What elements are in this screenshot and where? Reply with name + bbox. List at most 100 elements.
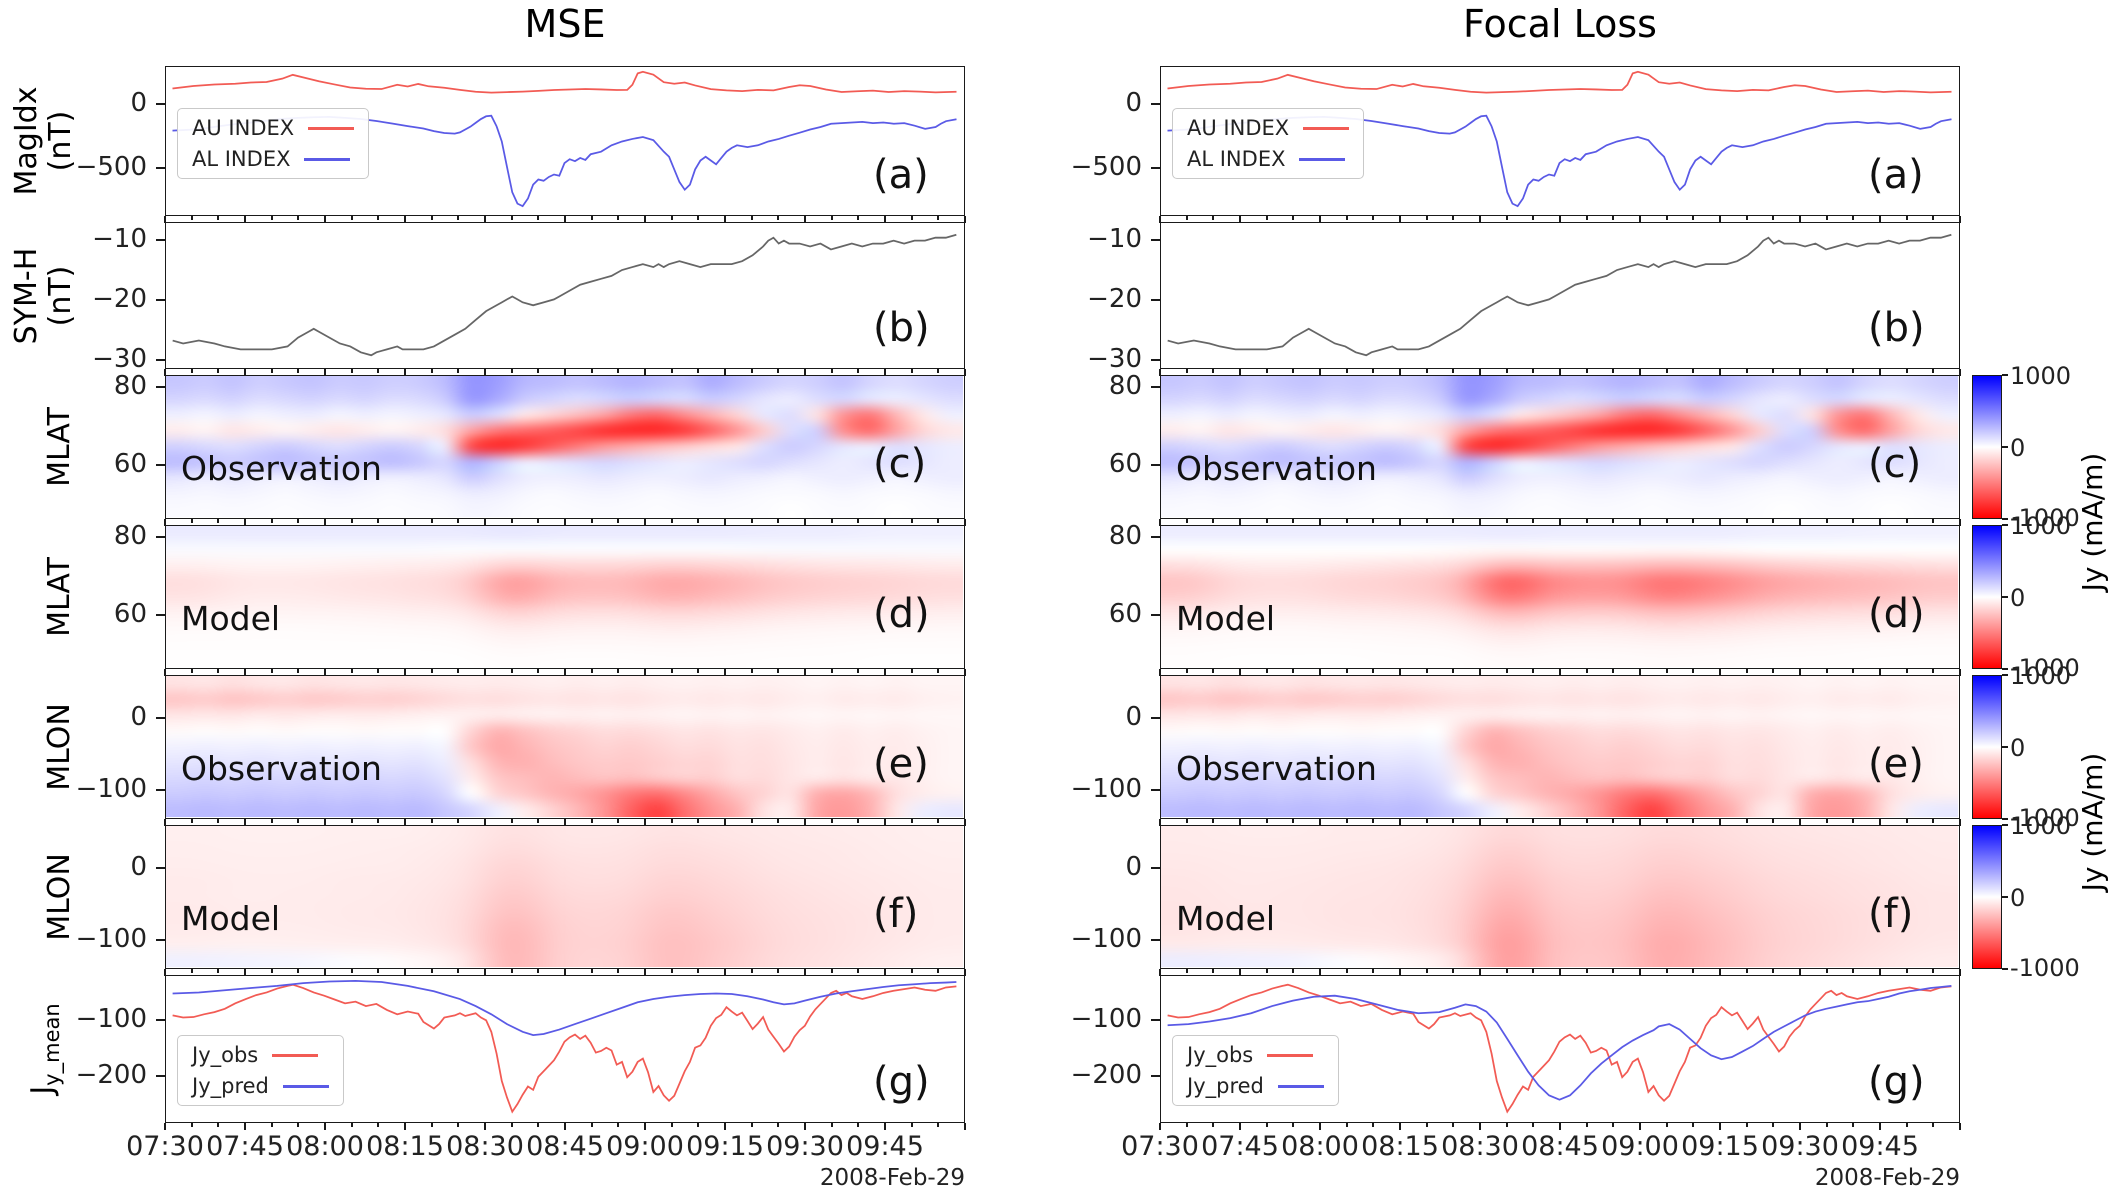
x-tick-mark-minor	[1665, 969, 1668, 973]
x-tick-mark-major	[644, 216, 646, 223]
x-tick-mark-minor	[830, 669, 833, 673]
x-tick-mark-minor	[590, 1123, 593, 1127]
x-tick-mark-minor	[217, 216, 220, 220]
x-tick-mark-minor	[537, 1123, 540, 1127]
x-tick-mark-minor	[1772, 819, 1775, 823]
colorbar-axis-label-1: Jy (mA/m)	[2051, 672, 2128, 972]
x-tick-mark-major	[724, 519, 726, 526]
y-tick-mark	[156, 299, 165, 301]
x-tick-mark-minor	[697, 369, 700, 373]
panel-mse-5	[165, 825, 965, 969]
x-tick-mark-minor	[510, 1123, 513, 1127]
x-tick-mark-major	[724, 369, 726, 376]
x-tick-mark-minor	[1852, 669, 1855, 673]
x-tick-mark-minor	[1772, 1123, 1775, 1127]
y-tick-mark	[156, 789, 165, 792]
legend-box: Jy_obs Jy_pred	[177, 1035, 344, 1106]
y-tick-label: 60	[1108, 448, 1142, 479]
x-tick-mark-minor	[750, 969, 753, 973]
x-tick-mark-minor	[1745, 669, 1748, 673]
legend-label: AU INDEX	[192, 116, 295, 140]
x-tick-mark-minor	[1425, 819, 1428, 823]
panel-letter: (g)	[1868, 1059, 1925, 1105]
x-tick-mark-minor	[1185, 669, 1188, 673]
panel-letter: (d)	[1868, 591, 1925, 637]
x-tick-label: 07:45	[1201, 1131, 1279, 1162]
x-tick-mark-minor	[830, 1123, 833, 1127]
x-tick-mark-minor	[457, 819, 460, 823]
y-tick-mark	[1151, 1018, 1160, 1021]
x-tick-mark-minor	[1265, 669, 1268, 673]
y-tick-label: 0	[1125, 87, 1142, 118]
x-tick-mark-major	[244, 669, 246, 676]
x-tick-mark-major	[564, 1123, 566, 1130]
x-tick-mark-minor	[1585, 216, 1588, 220]
x-tick-mark-minor	[1905, 216, 1908, 220]
x-tick-mark-minor	[377, 1123, 380, 1127]
x-tick-mark-minor	[1825, 969, 1828, 973]
x-tick-mark-minor	[830, 216, 833, 220]
x-tick-mark-minor	[1345, 969, 1348, 973]
x-tick-mark-major	[244, 216, 246, 223]
legend-entry: Jy_pred	[1187, 1074, 1324, 1098]
x-tick-mark-major	[724, 1123, 726, 1130]
x-tick-mark-minor	[1932, 969, 1935, 973]
y-tick-label: 0	[130, 87, 147, 118]
x-tick-mark-minor	[1452, 1123, 1455, 1127]
y-tick-mark	[1151, 239, 1160, 241]
x-tick-mark-minor	[670, 216, 673, 220]
x-tick-mark-minor	[590, 819, 593, 823]
x-tick-mark-minor	[297, 216, 300, 220]
colorbar-tick-mark	[2002, 374, 2008, 376]
x-tick-mark-minor	[937, 369, 940, 373]
x-tick-mark-major	[1319, 969, 1321, 976]
y-tick-label: −200	[75, 1059, 147, 1090]
x-tick-mark-minor	[430, 1123, 433, 1127]
x-tick-mark-minor	[377, 519, 380, 523]
x-tick-mark-major	[484, 369, 486, 376]
x-tick-label: 09:45	[846, 1131, 924, 1162]
y-tick-label: 80	[113, 370, 147, 401]
x-tick-mark-minor	[1905, 969, 1908, 973]
x-tick-mark-minor	[697, 1123, 700, 1127]
x-tick-mark-minor	[430, 969, 433, 973]
x-tick-mark-major	[244, 519, 246, 526]
x-tick-mark-minor	[217, 519, 220, 523]
colorbar-axis-label-0: Jy (mA/m)	[2051, 372, 2128, 672]
jy_pred_mse-line	[172, 980, 957, 1036]
y-tick-label: 0	[130, 852, 147, 883]
colorbar-tick-label: 0	[2010, 884, 2026, 912]
x-tick-mark-minor	[750, 1123, 753, 1127]
x-tick-label: 07:45	[206, 1131, 284, 1162]
x-tick-mark-minor	[857, 819, 860, 823]
x-tick-mark-major	[164, 969, 166, 976]
x-tick-mark-minor	[1372, 669, 1375, 673]
y-axis-label-main: J	[25, 1085, 60, 1095]
x-tick-mark-minor	[1825, 1123, 1828, 1127]
x-tick-mark-major	[1719, 519, 1721, 526]
x-tick-mark-minor	[910, 216, 913, 220]
y-tick-mark	[156, 613, 165, 616]
legend-label: AL INDEX	[192, 147, 291, 171]
x-tick-mark-minor	[617, 369, 620, 373]
x-tick-mark-minor	[1825, 519, 1828, 523]
heatmap-canvas-mlat_model_focal	[1161, 526, 1958, 667]
x-tick-mark-major	[164, 1123, 166, 1130]
x-tick-mark-major	[404, 1123, 406, 1130]
x-tick-mark-major	[884, 216, 886, 223]
x-tick-mark-major	[1559, 519, 1561, 526]
legend-entry: Jy_obs	[192, 1043, 329, 1067]
x-tick-mark-major	[244, 1123, 246, 1130]
x-tick-mark-minor	[1612, 1123, 1615, 1127]
x-tick-mark-major	[1319, 1123, 1321, 1130]
x-tick-label: 09:15	[686, 1131, 764, 1162]
colorbar-tick-mark	[2002, 968, 2008, 970]
x-tick-mark-major	[1239, 216, 1241, 223]
x-tick-mark-minor	[377, 369, 380, 373]
x-tick-mark-major	[1479, 369, 1481, 376]
x-tick-mark-major	[724, 969, 726, 976]
x-tick-mark-minor	[1825, 819, 1828, 823]
line-plot	[1167, 983, 1952, 1114]
y-tick-label: −100	[75, 924, 147, 955]
x-tick-mark-minor	[457, 669, 460, 673]
